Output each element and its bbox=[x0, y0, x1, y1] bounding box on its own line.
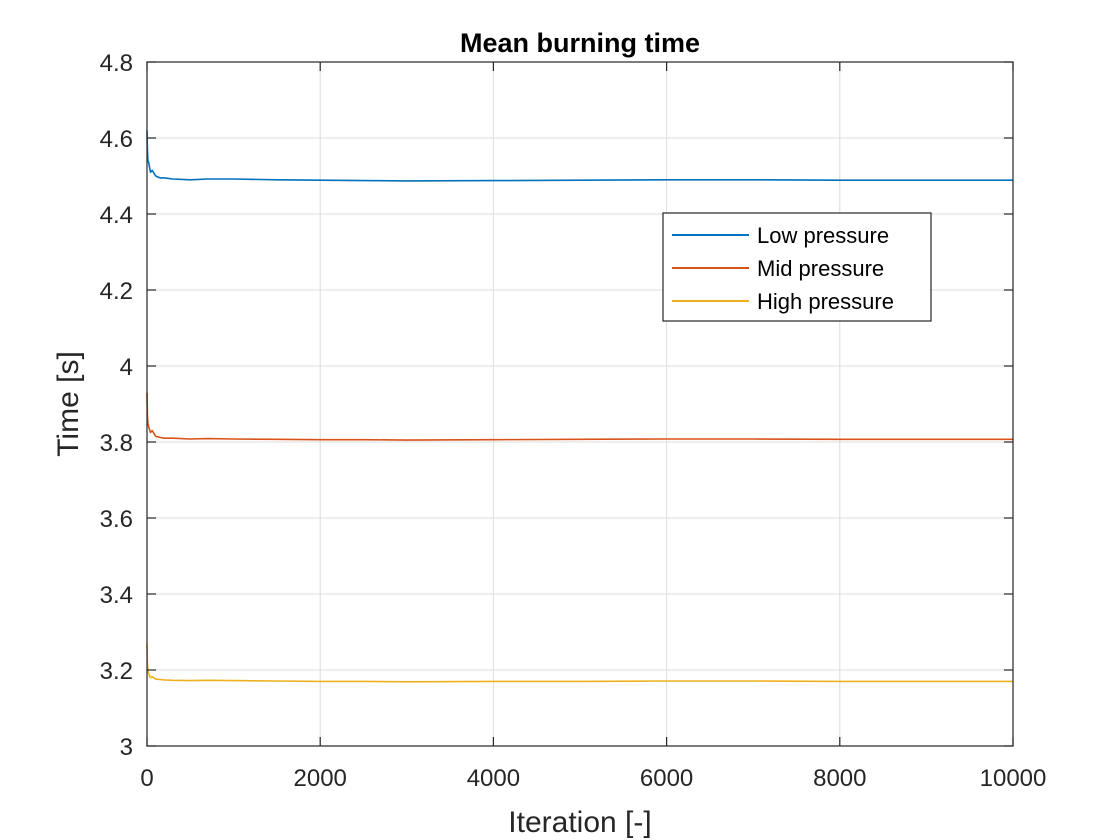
legend: Low pressure Mid pressure High pressure bbox=[662, 212, 932, 322]
x-tick-label: 4000 bbox=[467, 765, 520, 792]
legend-label: Low pressure bbox=[757, 223, 889, 248]
y-tick-label: 3.6 bbox=[100, 506, 133, 533]
y-tick-label: 3.2 bbox=[100, 658, 133, 685]
y-tick-label: 4.6 bbox=[100, 126, 133, 153]
y-tick-label: 4.8 bbox=[100, 50, 133, 77]
y-axis-label: Time [s] bbox=[52, 351, 85, 457]
y-tick-label: 4 bbox=[120, 354, 133, 381]
tick-marks bbox=[146, 61, 1014, 747]
series-lines bbox=[146, 130, 1013, 683]
x-tick-label: 0 bbox=[140, 765, 153, 792]
x-axis-label: Iteration [-] bbox=[508, 806, 651, 839]
x-tick-label: 10000 bbox=[980, 765, 1047, 792]
x-tick-label: 6000 bbox=[640, 765, 693, 792]
x-tick-label: 8000 bbox=[813, 765, 866, 792]
y-tick-label: 4.2 bbox=[100, 278, 133, 305]
x-tick-labels: 0 2000 4000 6000 8000 10000 bbox=[140, 765, 1046, 792]
y-tick-label: 3 bbox=[120, 734, 133, 761]
y-tick-label: 3.8 bbox=[100, 430, 133, 457]
axes-box bbox=[146, 61, 1014, 747]
legend-label: Mid pressure bbox=[757, 256, 884, 281]
series-line-high-pressure bbox=[146, 643, 1013, 683]
y-tick-label: 4.4 bbox=[100, 202, 133, 229]
chart-title: Mean burning time bbox=[460, 28, 700, 58]
y-tick-label: 3.4 bbox=[100, 582, 133, 609]
legend-label: High pressure bbox=[757, 289, 894, 314]
y-tick-labels: 3 3.2 3.4 3.6 3.8 4 4.2 4.4 4.6 4.8 bbox=[100, 50, 133, 761]
series-line-mid-pressure bbox=[146, 392, 1013, 441]
series-line-low-pressure bbox=[146, 130, 1013, 182]
x-tick-label: 2000 bbox=[294, 765, 347, 792]
